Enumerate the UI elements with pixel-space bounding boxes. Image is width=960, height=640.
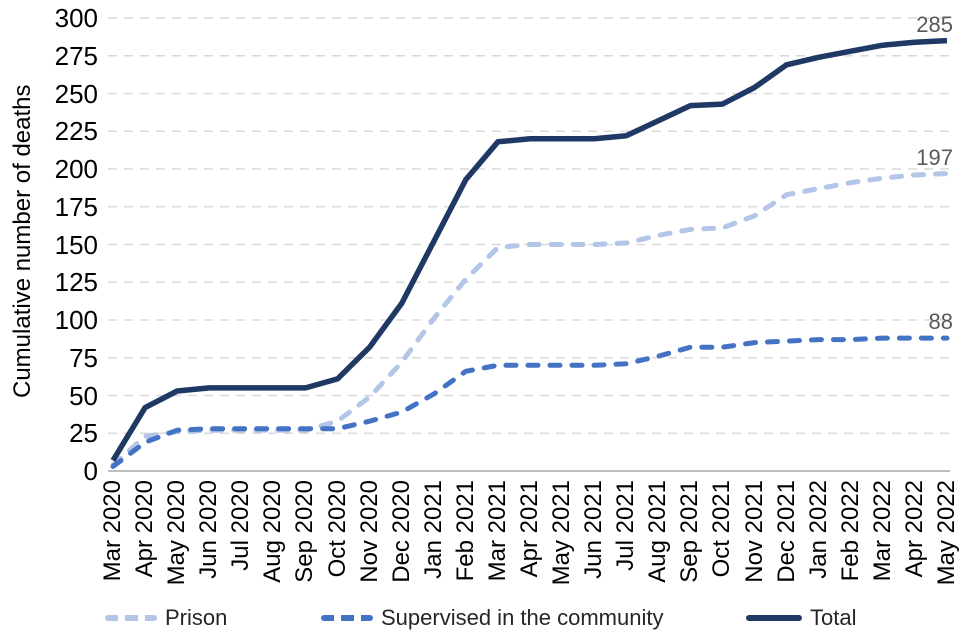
x-tick-label-mar-2021: Mar 2021 <box>483 480 511 582</box>
x-tick-label-oct-2020: Oct 2020 <box>323 480 351 578</box>
legend-label-supervised: Supervised in the community <box>381 605 664 630</box>
supervised-dashed-line-swatch-icon <box>321 615 373 621</box>
y-tick-label-50: 50 <box>69 380 98 411</box>
y-tick-label-0: 0 <box>83 456 98 486</box>
series-line-supervised-in-the-community <box>110 335 950 469</box>
y-tick-label-150: 150 <box>54 229 98 260</box>
y-tick-label-75: 75 <box>69 342 98 373</box>
x-tick-label-apr-2020: Apr 2020 <box>131 480 159 578</box>
x-tick-label-apr-2022: Apr 2022 <box>900 480 928 578</box>
data-label-prison: 197 <box>916 144 953 170</box>
y-tick-label-125: 125 <box>54 267 98 298</box>
data-label-supervised-in-the-community: 88 <box>928 309 953 335</box>
legend-item-supervised: Supervised in the community <box>321 603 663 633</box>
y-tick-label-275: 275 <box>54 40 98 71</box>
series-line-prison <box>110 171 950 468</box>
x-tick-label-feb-2021: Feb 2021 <box>451 480 479 582</box>
x-tick-label-sep-2020: Sep 2020 <box>291 480 319 583</box>
x-tick-label-apr-2021: Apr 2021 <box>516 480 543 578</box>
series-line-total <box>110 37 948 462</box>
x-tick-label-dec-2021: Dec 2021 <box>772 480 800 583</box>
x-tick-label-may-2020: May 2020 <box>163 480 191 586</box>
legend-label-prison: Prison <box>165 605 228 630</box>
x-tick-label-jun-2021: Jun 2021 <box>580 480 608 579</box>
total-solid-line-swatch-icon <box>746 615 802 621</box>
legend-item-total: Total <box>746 603 856 633</box>
legend-label-total: Total <box>810 605 857 630</box>
y-tick-label-25: 25 <box>69 418 98 449</box>
x-tick-label-aug-2021: Aug 2021 <box>644 480 672 583</box>
x-tick-label-mar-2020: Mar 2020 <box>99 480 126 582</box>
x-tick-label-dec-2020: Dec 2020 <box>387 480 415 583</box>
y-tick-label-175: 175 <box>54 191 98 222</box>
x-tick-label-jan-2021: Jan 2021 <box>419 480 447 579</box>
prison-dashed-line-swatch-icon <box>105 615 157 621</box>
x-tick-label-mar-2022: Mar 2022 <box>868 480 896 582</box>
y-tick-label-100: 100 <box>54 305 98 335</box>
data-label-total: 285 <box>916 11 953 37</box>
x-tick-label-nov-2021: Nov 2021 <box>740 480 768 583</box>
y-tick-label-250: 250 <box>54 78 98 109</box>
x-tick-label-jun-2020: Jun 2020 <box>195 480 223 579</box>
x-tick-label-may-2022: May 2022 <box>933 480 960 586</box>
x-tick-label-nov-2020: Nov 2020 <box>355 480 383 583</box>
x-tick-label-jan-2022: Jan 2022 <box>804 480 832 579</box>
legend: Prison Supervised in the community Total <box>0 603 960 633</box>
x-tick-label-sep-2021: Sep 2021 <box>676 480 704 583</box>
x-tick-label-feb-2022: Feb 2022 <box>836 480 864 582</box>
x-tick-label-oct-2021: Oct 2021 <box>708 480 736 578</box>
x-tick-label-may-2021: May 2021 <box>548 480 576 586</box>
x-tick-label-aug-2020: Aug 2020 <box>259 480 287 583</box>
y-tick-label-225: 225 <box>54 116 98 147</box>
x-tick-label-jul-2021: Jul 2021 <box>612 480 640 571</box>
y-tick-label-300: 300 <box>54 3 98 33</box>
legend-item-prison: Prison <box>105 603 227 633</box>
x-tick-label-jul-2020: Jul 2020 <box>227 480 255 571</box>
y-tick-label-200: 200 <box>54 154 98 184</box>
